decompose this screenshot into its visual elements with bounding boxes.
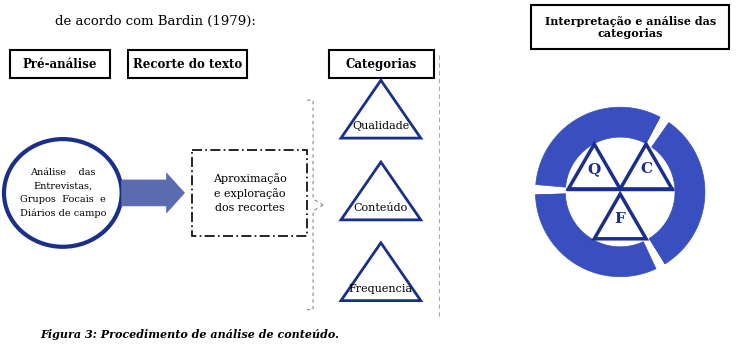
Polygon shape (649, 122, 705, 264)
FancyBboxPatch shape (329, 50, 434, 78)
Text: Categorias: Categorias (346, 58, 417, 71)
FancyBboxPatch shape (193, 150, 307, 236)
Text: C: C (640, 162, 652, 176)
Polygon shape (341, 243, 421, 301)
Polygon shape (635, 117, 660, 144)
Ellipse shape (4, 139, 122, 247)
FancyBboxPatch shape (128, 50, 247, 78)
Polygon shape (536, 107, 660, 187)
Polygon shape (536, 194, 565, 214)
Text: de acordo com Bardin (1979):: de acordo com Bardin (1979): (55, 15, 255, 27)
FancyBboxPatch shape (531, 6, 729, 49)
Text: Recorte do texto: Recorte do texto (133, 58, 242, 71)
Text: Análise    das
Entrevistas,
Grupos  Focais  e
Diários de campo: Análise das Entrevistas, Grupos Focais e… (20, 168, 106, 218)
Polygon shape (568, 144, 620, 189)
Text: Conteúdo: Conteúdo (354, 203, 408, 213)
Polygon shape (536, 194, 656, 277)
FancyBboxPatch shape (10, 50, 110, 78)
Polygon shape (649, 238, 672, 264)
FancyArrow shape (122, 173, 184, 213)
Text: Aproximação
e exploração
dos recortes: Aproximação e exploração dos recortes (213, 173, 286, 213)
Polygon shape (341, 162, 421, 220)
Text: Qualidade: Qualidade (352, 121, 410, 131)
Text: Interpretação e análise das
categorias: Interpretação e análise das categorias (545, 16, 716, 39)
Polygon shape (341, 80, 421, 138)
Polygon shape (594, 194, 646, 239)
Text: Frequencia: Frequencia (349, 283, 413, 294)
Text: Pré-análise: Pré-análise (23, 58, 97, 71)
Text: F: F (615, 212, 626, 226)
Text: Figura 3: Procedimento de análise de conteúdo.: Figura 3: Procedimento de análise de con… (40, 329, 339, 339)
Polygon shape (620, 144, 672, 189)
Text: Q: Q (587, 162, 601, 176)
